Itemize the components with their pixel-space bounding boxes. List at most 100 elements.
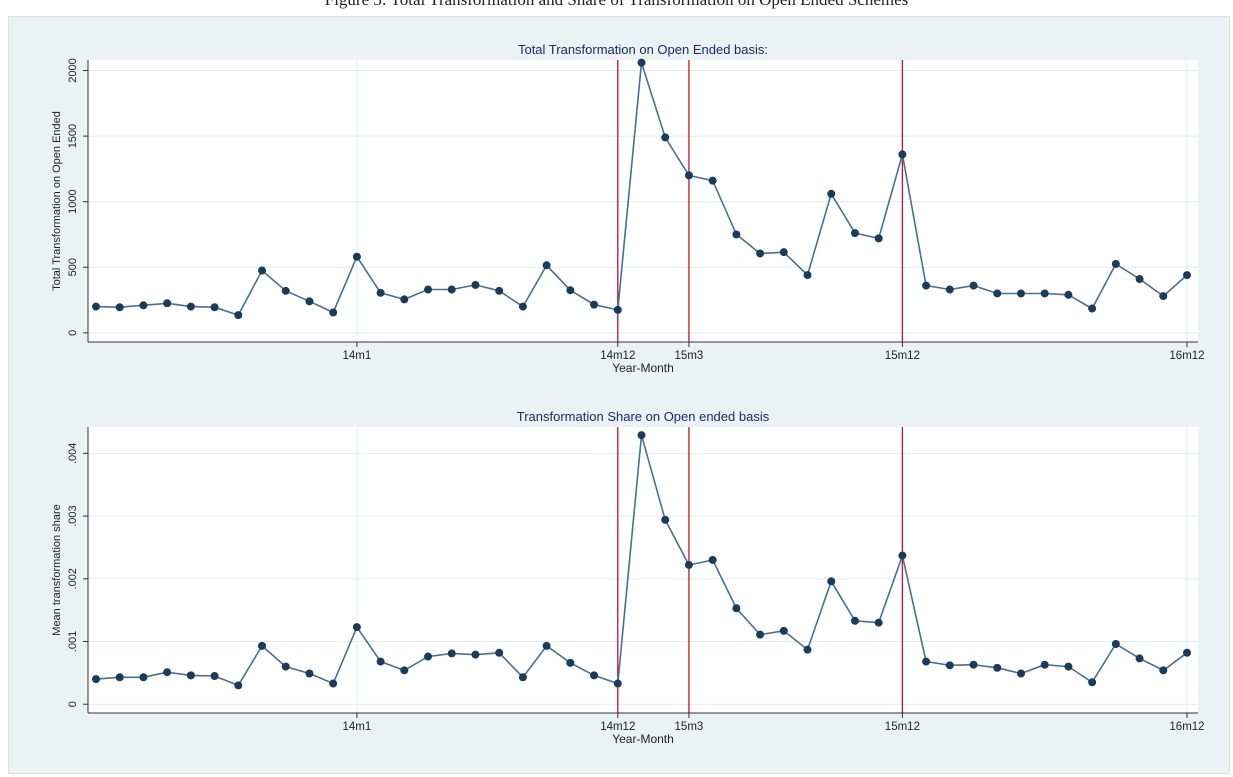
data-point <box>1088 678 1097 687</box>
data-point <box>115 303 124 312</box>
data-point <box>850 616 859 625</box>
x-tick-label: 15m12 <box>885 721 920 733</box>
data-point <box>1135 275 1144 284</box>
data-point <box>684 560 693 569</box>
data-point <box>827 189 836 198</box>
data-point <box>732 604 741 613</box>
data-point <box>352 252 361 261</box>
data-point <box>281 286 290 295</box>
data-point <box>1135 654 1144 663</box>
y-tick-label: 0 <box>67 701 79 707</box>
event-lines <box>617 427 904 713</box>
data-point <box>756 630 765 639</box>
y-axis-label: Total Transformation on Open Ended <box>51 111 63 291</box>
series <box>92 431 1191 690</box>
data-point <box>281 662 290 671</box>
data-point <box>376 288 385 297</box>
data-point <box>424 285 433 294</box>
plot-area <box>88 427 1198 713</box>
data-point <box>400 295 409 304</box>
data-point <box>92 675 100 684</box>
data-point <box>874 618 883 627</box>
data-point <box>1016 669 1025 678</box>
data-point <box>210 671 219 680</box>
axes: 0 500 1000 1500 2000 14m1 14m12 15m3 15m12 16m12 <box>67 58 1205 362</box>
data-point <box>566 658 575 667</box>
data-point <box>447 285 456 294</box>
y-tick-label: 500 <box>67 258 79 276</box>
data-point <box>637 58 646 67</box>
y-axis-label: Mean transformation share <box>51 504 63 635</box>
data-point <box>139 673 148 682</box>
event-lines <box>617 60 904 342</box>
data-point <box>376 657 385 666</box>
y-tick-label: .004 <box>67 443 79 464</box>
x-tick-label: 16m12 <box>1169 350 1204 362</box>
data-point <box>92 302 100 311</box>
x-tick-label: 16m12 <box>1169 721 1204 733</box>
data-point <box>969 281 978 290</box>
data-point <box>1040 289 1049 298</box>
data-point <box>803 271 812 280</box>
data-point <box>258 641 267 650</box>
x-tick-label: 14m1 <box>343 721 372 733</box>
data-point <box>590 671 599 680</box>
data-point <box>1183 648 1191 657</box>
data-point <box>163 668 172 677</box>
data-point <box>1159 666 1168 675</box>
data-point <box>210 303 219 312</box>
x-tick-label: 15m12 <box>885 350 920 362</box>
data-point <box>684 171 693 180</box>
data-point <box>1064 290 1073 299</box>
data-point <box>922 281 931 290</box>
data-point <box>708 176 717 185</box>
data-point <box>922 657 931 666</box>
data-point <box>1016 289 1025 298</box>
data-point <box>305 669 314 678</box>
x-tick-label: 14m12 <box>600 350 635 362</box>
data-point <box>850 229 859 238</box>
data-point <box>1064 662 1073 671</box>
data-point <box>779 248 788 257</box>
data-point <box>329 308 338 317</box>
chart-title: Total Transformation on Open Ended basis… <box>518 42 768 57</box>
data-point <box>518 302 527 311</box>
data-point <box>779 626 788 635</box>
data-point <box>329 679 338 688</box>
data-point <box>1040 660 1049 669</box>
data-point <box>590 300 599 309</box>
data-point <box>827 577 836 586</box>
data-point <box>1159 292 1168 301</box>
x-tick-label: 14m12 <box>600 721 635 733</box>
y-tick-label: 2000 <box>67 58 79 82</box>
axes: 0 .001 .002 .003 .004 14m1 14m12 15m3 15m12 16m12 <box>67 427 1205 733</box>
x-tick-label: 15m3 <box>675 721 704 733</box>
x-axis-label: Year-Month <box>612 361 674 375</box>
data-point <box>566 286 575 295</box>
x-tick-label: 14m1 <box>343 350 372 362</box>
data-point <box>993 289 1002 298</box>
data-point <box>471 650 480 659</box>
series <box>92 58 1191 320</box>
data-point <box>969 660 978 669</box>
data-point <box>400 666 409 675</box>
data-point <box>471 280 480 289</box>
data-point <box>1183 271 1191 280</box>
y-tick-label: .001 <box>67 631 79 652</box>
data-point <box>352 623 361 632</box>
x-tick-label: 15m3 <box>675 350 704 362</box>
data-point <box>945 661 954 670</box>
data-point <box>613 305 622 314</box>
data-point <box>542 641 551 650</box>
data-point <box>447 649 456 658</box>
figure-caption: Figure 3: Total Transformation and Share… <box>0 0 1233 10</box>
data-point <box>186 671 195 680</box>
data-point <box>115 673 124 682</box>
data-point <box>945 285 954 294</box>
data-point <box>1111 640 1120 649</box>
data-point <box>163 299 172 308</box>
plot-area <box>88 60 1198 342</box>
data-point <box>1111 259 1120 268</box>
